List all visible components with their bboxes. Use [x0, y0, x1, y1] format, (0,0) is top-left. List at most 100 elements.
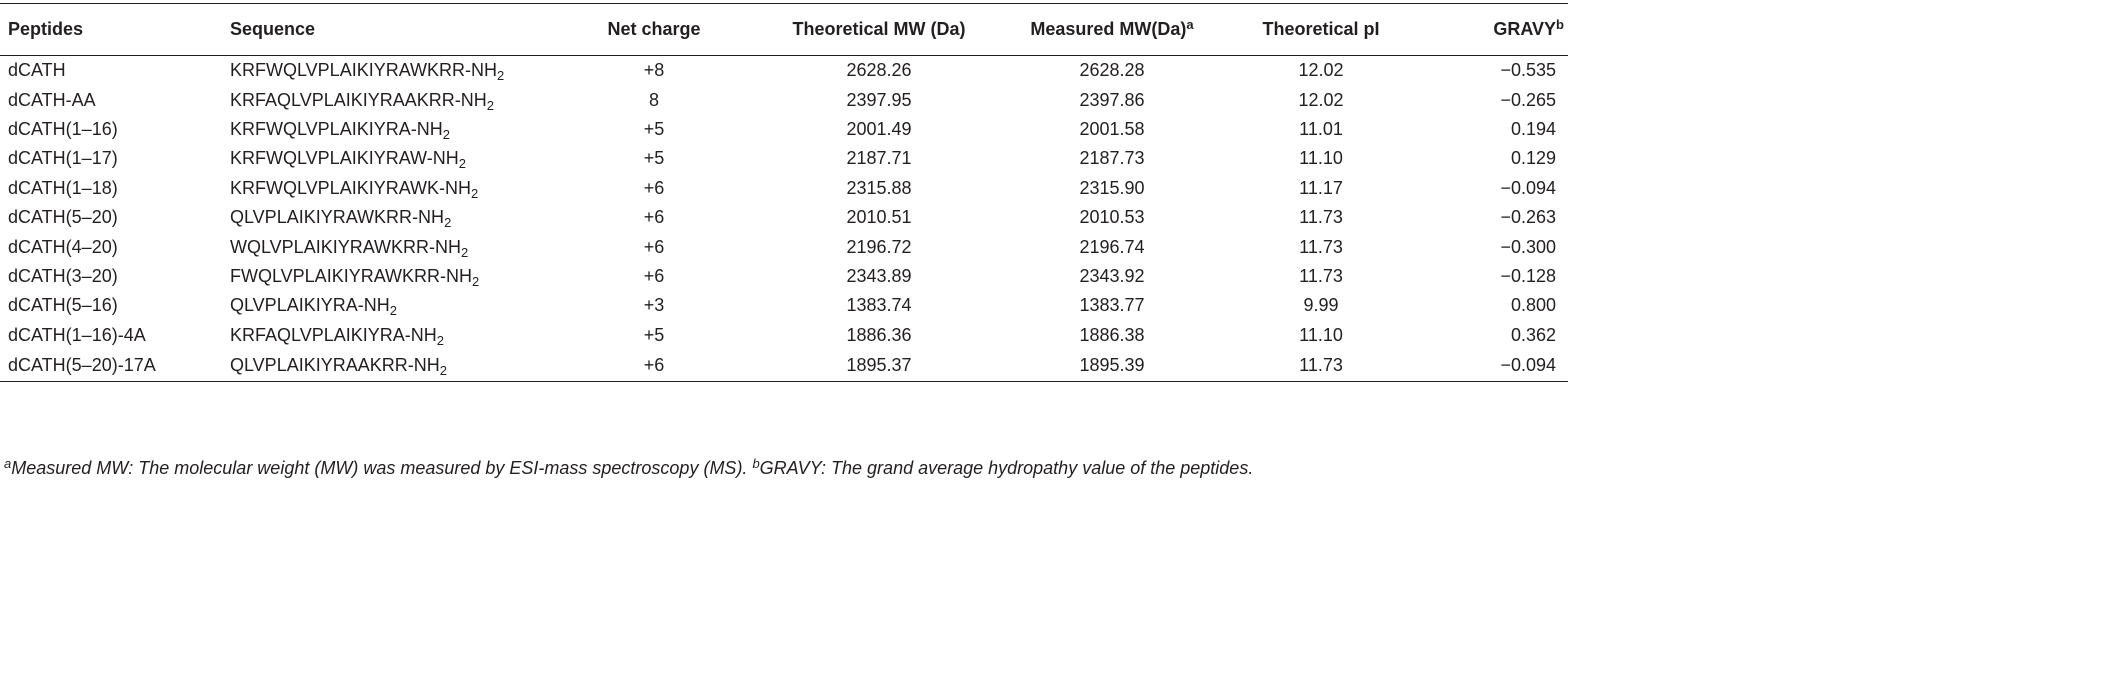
- amide-subscript: 2: [471, 185, 479, 201]
- footnote-b-mark: b: [752, 456, 760, 471]
- cell-net-charge: +5: [643, 118, 665, 139]
- cell-theoretical-mw: 2001.49: [846, 118, 912, 139]
- sequence-residues: KRFWQLVPLAIKIYRAWK: [230, 177, 440, 198]
- footnote-a-text: Measured MW: The molecular weight (MW) w…: [11, 458, 753, 478]
- cell-sequence: QLVPLAIKIYRAAKRR-NH2: [230, 349, 546, 382]
- cell-theoretical-pi: 11.73: [1299, 207, 1343, 228]
- cell-sequence: QLVPLAIKIYRAWKRR-NH2: [230, 203, 546, 232]
- header-theoretical-pi: Theoretical pI: [1228, 3, 1414, 56]
- cell-net-charge: +6: [643, 207, 665, 228]
- sequence-residues: KRFAQLVPLAIKIYRA: [230, 324, 405, 345]
- amide-suffix: -NH: [357, 295, 390, 316]
- cell-measured-mw: 2628.28: [1079, 60, 1145, 81]
- header-measured-mw: Measured MW(Da)a: [996, 3, 1228, 56]
- cell-gravy: −0.128: [1500, 265, 1556, 286]
- table-row: dCATH(1–17) KRFWQLVPLAIKIYRAW-NH2 +5 2187.7…: [0, 144, 1568, 173]
- amide-subscript: 2: [444, 215, 452, 231]
- cell-theoretical-mw: 2010.51: [846, 207, 912, 228]
- cell-gravy: −0.535: [1500, 60, 1556, 81]
- cell-sequence: QLVPLAIKIYRA-NH2: [230, 291, 546, 320]
- cell-theoretical-pi: 11.73: [1299, 265, 1343, 286]
- cell-measured-mw: 2187.73: [1079, 148, 1145, 169]
- table-page: Peptides Sequence Net charge Theoretical…: [0, 3, 1568, 479]
- cell-peptide: dCATH(1–18): [8, 177, 118, 198]
- cell-sequence: KRFAQLVPLAIKIYRAAKRR-NH2: [230, 85, 546, 114]
- cell-theoretical-mw: 2315.88: [846, 177, 912, 198]
- sequence-residues: KRFWQLVPLAIKIYRAW: [230, 148, 427, 169]
- footnote-a-mark: a: [4, 456, 12, 471]
- header-gravy: GRAVYb: [1414, 3, 1568, 56]
- cell-theoretical-mw: 1886.36: [846, 324, 912, 345]
- cell-gravy: 0.800: [1510, 295, 1556, 316]
- cell-measured-mw: 1895.39: [996, 349, 1228, 382]
- cell-theoretical-mw: 2196.72: [846, 236, 912, 257]
- cell-theoretical-mw: 2628.26: [846, 60, 912, 81]
- cell-measured-mw: 2196.74: [1079, 236, 1145, 257]
- sequence-residues: QLVPLAIKIYRAAKRR: [230, 354, 408, 375]
- table-row: dCATH(1–18) KRFWQLVPLAIKIYRAWK-NH2 +6 2315.…: [0, 174, 1568, 203]
- cell-net-charge: +5: [643, 324, 665, 345]
- cell-sequence: FWQLVPLAIKIYRAWKRR-NH2: [230, 262, 546, 291]
- cell-peptide: dCATH(4–20): [8, 236, 118, 257]
- cell-measured-mw: 1383.77: [1079, 295, 1145, 316]
- cell-gravy: −0.094: [1414, 349, 1568, 382]
- cell-sequence: KRFWQLVPLAIKIYRA-NH2: [230, 115, 546, 144]
- cell-theoretical-mw: 2187.71: [846, 148, 912, 169]
- amide-subscript: 2: [389, 303, 397, 319]
- cell-gravy: −0.265: [1500, 89, 1556, 110]
- cell-theoretical-pi: 11.10: [1299, 324, 1343, 345]
- cell-theoretical-pi: 9.99: [1303, 295, 1339, 316]
- amide-suffix: -NH: [440, 265, 473, 286]
- cell-peptide: dCATH(5–20)-17A: [0, 349, 230, 382]
- cell-net-charge: +6: [546, 349, 762, 382]
- cell-measured-mw: 2343.92: [1079, 265, 1145, 286]
- cell-theoretical-mw: 1383.74: [846, 295, 912, 316]
- cell-peptide: dCATH(5–16): [8, 295, 118, 316]
- cell-measured-mw: 2010.53: [1079, 207, 1145, 228]
- cell-theoretical-pi: 12.02: [1298, 60, 1344, 81]
- table-row: dCATH-AA KRFAQLVPLAIKIYRAAKRR-NH2 8 2397.95…: [0, 85, 1568, 114]
- table-row: dCATH(4–20) WQLVPLAIKIYRAWKRR-NH2 +6 2196.7…: [0, 232, 1568, 261]
- table-header-row: Peptides Sequence Net charge Theoretical…: [0, 3, 1568, 56]
- table-row: dCATH(1–16)-4A KRFAQLVPLAIKIYRA-NH2 +5 1886…: [0, 321, 1568, 350]
- cell-sequence: WQLVPLAIKIYRAWKRR-NH2: [230, 232, 546, 261]
- amide-subscript: 2: [461, 244, 469, 260]
- sequence-residues: KRFWQLVPLAIKIYRAWKRR: [230, 60, 466, 81]
- table-row: dCATH(5–20)-17A QLVPLAIKIYRAAKRR-NH2 +6 189…: [0, 349, 1568, 382]
- sequence-residues: QLVPLAIKIYRA: [230, 295, 358, 316]
- sequence-residues: KRFWQLVPLAIKIYRA: [230, 118, 411, 139]
- table-row: dCATH(3–20) FWQLVPLAIKIYRAWKRR-NH2 +6 2343.…: [0, 262, 1568, 291]
- cell-peptide: dCATH-AA: [8, 89, 96, 110]
- cell-net-charge: +3: [643, 295, 665, 316]
- header-measured-mw-footnote-mark: a: [1186, 17, 1194, 32]
- cell-peptide: dCATH(1–16)-4A: [8, 324, 146, 345]
- peptide-properties-table: Peptides Sequence Net charge Theoretical…: [0, 3, 1568, 382]
- cell-theoretical-pi: 11.01: [1299, 118, 1343, 139]
- amide-suffix: -NH: [429, 236, 462, 257]
- cell-net-charge: +8: [643, 60, 665, 81]
- cell-theoretical-pi: 11.73: [1299, 236, 1343, 257]
- cell-peptide: dCATH(5–20): [8, 207, 118, 228]
- header-gravy-label: GRAVY: [1493, 19, 1557, 39]
- amide-suffix: -NH: [454, 89, 487, 110]
- amide-subscript: 2: [436, 332, 444, 348]
- cell-peptide: dCATH: [8, 60, 66, 81]
- amide-suffix: -NH: [412, 207, 445, 228]
- cell-gravy: 0.194: [1510, 118, 1556, 139]
- cell-gravy: 0.129: [1510, 148, 1556, 169]
- cell-sequence: KRFAQLVPLAIKIYRA-NH2: [230, 321, 546, 350]
- table-footnote: aMeasured MW: The molecular weight (MW) …: [4, 456, 1253, 479]
- amide-subscript: 2: [442, 126, 450, 142]
- amide-suffix: -NH: [407, 354, 440, 375]
- amide-suffix: -NH: [404, 324, 437, 345]
- cell-theoretical-mw: 2397.95: [846, 89, 912, 110]
- cell-peptide: dCATH(1–16): [8, 118, 118, 139]
- cell-gravy: −0.300: [1500, 236, 1556, 257]
- amide-suffix: -NH: [426, 148, 459, 169]
- sequence-residues: FWQLVPLAIKIYRAWKRR: [230, 265, 441, 286]
- cell-gravy: 0.362: [1510, 324, 1556, 345]
- amide-subscript: 2: [472, 273, 480, 289]
- cell-net-charge: +6: [643, 236, 665, 257]
- amide-subscript: 2: [439, 362, 447, 378]
- cell-theoretical-pi: 11.10: [1299, 148, 1343, 169]
